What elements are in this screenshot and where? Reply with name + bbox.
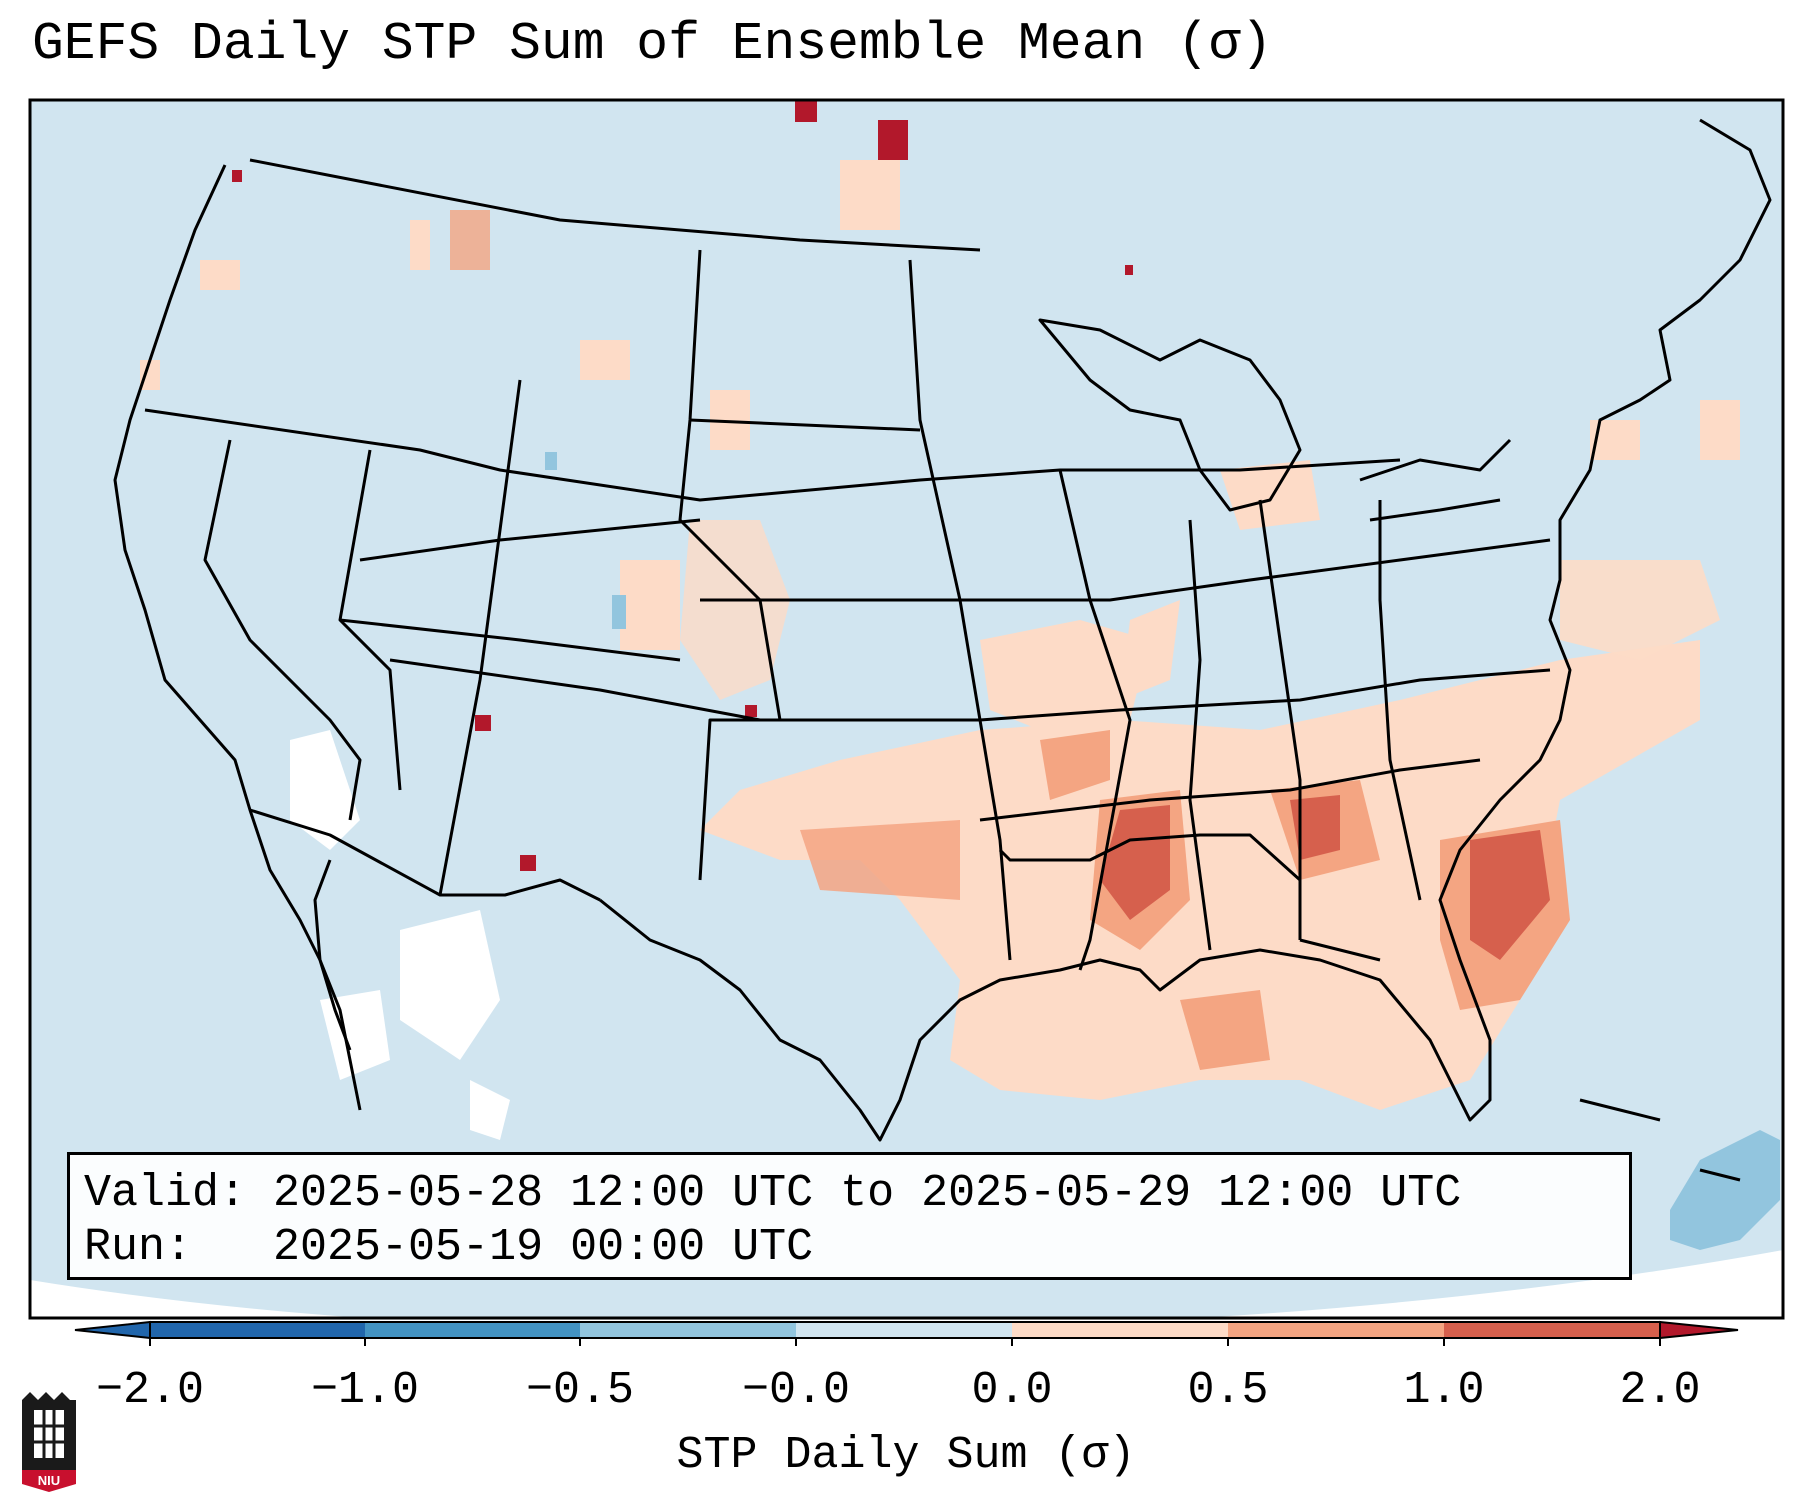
political-borders bbox=[113, 118, 1772, 1182]
valid-time-box: Valid: 2025-05-28 12:00 UTC to 2025-05-2… bbox=[67, 1152, 1632, 1280]
colorbar-segment bbox=[150, 1322, 365, 1338]
colorbar-segment bbox=[365, 1322, 580, 1338]
map-frame bbox=[28, 98, 1785, 1320]
colorbar-tick-label: 1.0 bbox=[1403, 1365, 1485, 1416]
valid-line: Valid: 2025-05-28 12:00 UTC to 2025-05-2… bbox=[84, 1168, 1462, 1219]
domain-edge bbox=[30, 1250, 1783, 1318]
colorbar-segment bbox=[1444, 1322, 1660, 1338]
colorbar-tick-label: −2.0 bbox=[95, 1365, 205, 1416]
colorbar-tick-label: 2.0 bbox=[1619, 1365, 1701, 1416]
colorbar-label: STP Daily Sum (σ) bbox=[676, 1430, 1136, 1481]
colorbar-tick-label: 0.0 bbox=[971, 1365, 1053, 1416]
colorbar-segment bbox=[796, 1322, 1012, 1338]
colorbar-segment bbox=[580, 1322, 796, 1338]
colorbar-tick-label: −1.0 bbox=[310, 1365, 420, 1416]
chart-title: GEFS Daily STP Sum of Ensemble Mean (σ) bbox=[32, 14, 1273, 74]
colorbar-tick-label: 0.5 bbox=[1187, 1365, 1269, 1416]
niu-tower-icon bbox=[22, 1392, 76, 1492]
colorbar-segment bbox=[1012, 1322, 1228, 1338]
colorbar bbox=[74, 1320, 1739, 1346]
colorbar-tick-label: −0.0 bbox=[741, 1365, 851, 1416]
logo-text: NIU bbox=[38, 1473, 60, 1488]
colorbar-extend-max bbox=[1659, 1320, 1739, 1340]
run-line: Run: 2025-05-19 00:00 UTC bbox=[84, 1222, 814, 1273]
colorbar-tick-label: −0.5 bbox=[525, 1365, 635, 1416]
colorbar-segment bbox=[1228, 1322, 1444, 1338]
colorbar-extend-min bbox=[74, 1320, 151, 1340]
